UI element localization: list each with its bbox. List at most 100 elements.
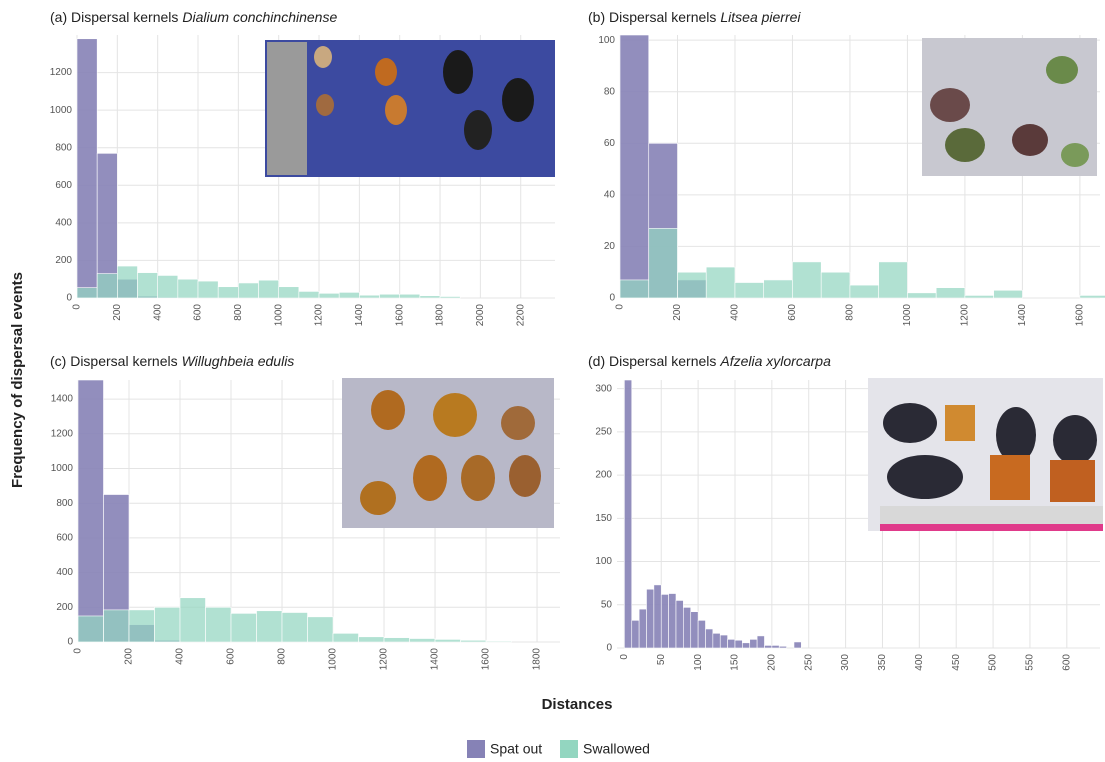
bar	[158, 275, 178, 298]
x-tick-label: 1600	[1075, 304, 1086, 327]
bar	[705, 629, 712, 648]
bar	[308, 617, 334, 642]
y-tick-label: 400	[55, 217, 72, 228]
y-tick-label: 800	[55, 142, 72, 153]
bar	[654, 585, 661, 648]
bar	[764, 645, 771, 648]
y-tick-label: 250	[595, 427, 612, 438]
x-tick-label: 800	[845, 304, 856, 321]
photo-seed	[996, 407, 1036, 463]
bar	[486, 641, 512, 642]
bar	[850, 285, 879, 298]
bar	[178, 279, 198, 298]
title-text: (b) Dispersal kernels	[588, 9, 716, 25]
x-tick-label: 2000	[475, 304, 486, 327]
photo-pod	[464, 110, 492, 150]
bar	[206, 607, 232, 642]
legend-swatch	[560, 740, 578, 758]
bar	[879, 262, 908, 298]
figure: (a) Dispersal kernelsDialium conchinchin…	[0, 0, 1105, 762]
x-tick-label: 550	[1025, 654, 1036, 671]
x-tick-label: 1400	[430, 648, 441, 671]
photo-pod	[502, 78, 534, 122]
bar	[257, 611, 283, 642]
x-tick-label: 400	[730, 304, 741, 321]
photo-seed	[887, 455, 963, 499]
y-tick-label: 100	[598, 35, 615, 46]
y-tick-label: 0	[609, 293, 615, 304]
bar	[624, 380, 631, 648]
bar	[720, 635, 727, 648]
bar	[129, 610, 155, 642]
photo-seed	[316, 94, 334, 116]
bar	[779, 646, 786, 648]
bar	[299, 291, 319, 298]
y-tick-label: 1200	[50, 67, 73, 78]
x-tick-label: 1200	[314, 304, 325, 327]
x-tick-label: 1000	[273, 304, 284, 327]
bar	[231, 613, 257, 642]
x-tick-label: 600	[226, 648, 237, 665]
x-tick-label: 200	[112, 304, 123, 321]
x-tick-label: 800	[233, 304, 244, 321]
chart-title: (b) Dispersal kernelsLitsea pierrei	[588, 9, 801, 25]
chart-title: (a) Dispersal kernelsDialium conchinchin…	[50, 9, 337, 25]
x-tick-label: 1800	[435, 304, 446, 327]
y-tick-label: 50	[601, 599, 613, 610]
photo-ruler	[880, 506, 1103, 524]
y-tick-label: 400	[56, 567, 73, 578]
bar	[764, 280, 793, 298]
bar	[698, 620, 705, 648]
x-tick-label: 100	[693, 654, 704, 671]
y-tick-label: 0	[66, 293, 72, 304]
legend-label: Spat out	[490, 741, 542, 757]
legend-swatch	[467, 740, 485, 758]
bar	[750, 639, 757, 648]
x-tick-label: 1400	[354, 304, 365, 327]
bar	[706, 267, 735, 298]
photo-seed	[413, 455, 447, 501]
y-tick-label: 200	[55, 255, 72, 266]
species-name: Dialium conchinchinense	[182, 9, 337, 25]
bar	[97, 274, 117, 298]
y-tick-label: 100	[595, 556, 612, 567]
bar	[117, 266, 137, 298]
x-tick-label: 0	[619, 654, 630, 660]
photo-seed	[433, 393, 477, 437]
y-tick-label: 60	[604, 138, 616, 149]
photo-seed	[314, 46, 332, 68]
bar	[198, 281, 218, 298]
x-tick-label: 1000	[902, 304, 913, 327]
bar	[435, 639, 461, 642]
bar	[632, 620, 639, 648]
y-tick-label: 1000	[51, 463, 74, 474]
photo-fruit	[1061, 143, 1089, 167]
bar	[180, 598, 206, 642]
bar	[677, 272, 706, 298]
x-axis-label: Distances	[542, 696, 613, 713]
y-tick-label: 1200	[51, 428, 74, 439]
bar	[757, 636, 764, 648]
photo-pod	[443, 50, 473, 94]
bar	[282, 613, 308, 642]
x-tick-label: 150	[730, 654, 741, 671]
species-name: Afzelia xylorcarpa	[719, 353, 831, 369]
bar	[620, 35, 649, 298]
bar	[77, 288, 97, 298]
bar	[384, 638, 410, 642]
x-tick-label: 300	[840, 654, 851, 671]
photo-fruit	[930, 88, 970, 122]
photo-ruler	[880, 524, 1103, 531]
bar	[639, 609, 646, 648]
y-tick-label: 1400	[51, 394, 74, 405]
photo-aril	[990, 455, 1030, 500]
photo-aril	[1050, 460, 1095, 502]
bar	[78, 616, 104, 642]
bar	[218, 287, 238, 298]
photo-seed	[501, 406, 535, 440]
x-tick-label: 1000	[328, 648, 339, 671]
x-tick-label: 500	[988, 654, 999, 671]
bar	[333, 633, 359, 642]
bar	[440, 296, 460, 298]
